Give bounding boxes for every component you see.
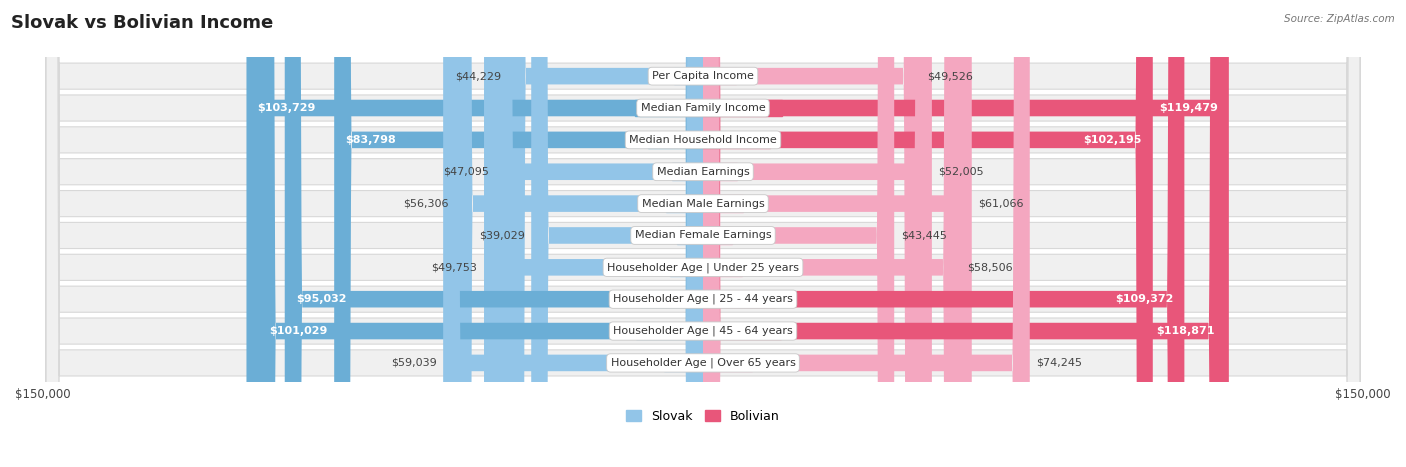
Text: $119,479: $119,479 xyxy=(1159,103,1218,113)
FancyBboxPatch shape xyxy=(335,0,703,467)
FancyBboxPatch shape xyxy=(46,0,1360,467)
Text: $83,798: $83,798 xyxy=(346,135,396,145)
Bar xyxy=(703,132,770,148)
Bar xyxy=(664,354,703,371)
Text: Median Family Income: Median Family Income xyxy=(641,103,765,113)
Text: $95,032: $95,032 xyxy=(295,294,346,304)
Bar xyxy=(703,227,731,244)
FancyBboxPatch shape xyxy=(496,0,703,467)
Bar xyxy=(640,291,703,307)
Text: $47,095: $47,095 xyxy=(443,167,489,177)
FancyBboxPatch shape xyxy=(703,0,932,467)
Text: $49,753: $49,753 xyxy=(432,262,478,272)
Bar xyxy=(703,100,782,116)
FancyBboxPatch shape xyxy=(703,0,1226,467)
Text: Householder Age | 25 - 44 years: Householder Age | 25 - 44 years xyxy=(613,294,793,304)
Text: $39,029: $39,029 xyxy=(479,230,524,241)
FancyBboxPatch shape xyxy=(259,0,703,467)
Bar xyxy=(703,195,744,212)
Text: $58,506: $58,506 xyxy=(967,262,1012,272)
FancyBboxPatch shape xyxy=(509,0,703,467)
Text: $56,306: $56,306 xyxy=(404,198,449,209)
Legend: Slovak, Bolivian: Slovak, Bolivian xyxy=(621,405,785,428)
FancyBboxPatch shape xyxy=(46,0,1360,467)
Text: Median Household Income: Median Household Income xyxy=(628,135,778,145)
Text: Householder Age | 45 - 64 years: Householder Age | 45 - 64 years xyxy=(613,326,793,336)
Text: Median Earnings: Median Earnings xyxy=(657,167,749,177)
Bar xyxy=(703,259,741,276)
Bar xyxy=(703,323,782,340)
FancyBboxPatch shape xyxy=(531,0,703,467)
FancyBboxPatch shape xyxy=(46,0,1360,467)
Text: Source: ZipAtlas.com: Source: ZipAtlas.com xyxy=(1284,14,1395,24)
FancyBboxPatch shape xyxy=(703,0,972,467)
Bar xyxy=(648,132,703,148)
FancyBboxPatch shape xyxy=(46,0,1360,467)
Text: $103,729: $103,729 xyxy=(257,103,316,113)
Text: $59,039: $59,039 xyxy=(391,358,436,368)
Bar xyxy=(637,323,703,340)
FancyBboxPatch shape xyxy=(484,0,703,467)
FancyBboxPatch shape xyxy=(703,0,894,467)
Bar xyxy=(666,195,703,212)
Text: $44,229: $44,229 xyxy=(456,71,502,81)
Text: Median Female Earnings: Median Female Earnings xyxy=(634,230,772,241)
Bar xyxy=(703,354,752,371)
FancyBboxPatch shape xyxy=(285,0,703,467)
FancyBboxPatch shape xyxy=(46,0,1360,467)
Bar xyxy=(671,259,703,276)
FancyBboxPatch shape xyxy=(703,0,1229,467)
Bar xyxy=(703,291,775,307)
Text: $74,245: $74,245 xyxy=(1036,358,1083,368)
Text: Median Male Earnings: Median Male Earnings xyxy=(641,198,765,209)
FancyBboxPatch shape xyxy=(703,0,1184,467)
Bar xyxy=(703,163,737,180)
Text: Householder Age | Under 25 years: Householder Age | Under 25 years xyxy=(607,262,799,273)
FancyBboxPatch shape xyxy=(703,0,960,467)
Text: $109,372: $109,372 xyxy=(1115,294,1174,304)
Text: Householder Age | Over 65 years: Householder Age | Over 65 years xyxy=(610,358,796,368)
Text: $101,029: $101,029 xyxy=(270,326,328,336)
FancyBboxPatch shape xyxy=(703,0,1029,467)
Text: $61,066: $61,066 xyxy=(979,198,1024,209)
Text: $43,445: $43,445 xyxy=(901,230,946,241)
Text: $49,526: $49,526 xyxy=(928,71,973,81)
FancyBboxPatch shape xyxy=(46,0,1360,467)
Bar xyxy=(672,163,703,180)
FancyBboxPatch shape xyxy=(46,0,1360,467)
Bar xyxy=(703,68,735,85)
Text: Per Capita Income: Per Capita Income xyxy=(652,71,754,81)
FancyBboxPatch shape xyxy=(703,0,921,467)
Text: $102,195: $102,195 xyxy=(1084,135,1142,145)
Bar xyxy=(634,100,703,116)
FancyBboxPatch shape xyxy=(46,0,1360,467)
Text: $52,005: $52,005 xyxy=(938,167,984,177)
Bar xyxy=(673,68,703,85)
Text: Slovak vs Bolivian Income: Slovak vs Bolivian Income xyxy=(11,14,274,32)
FancyBboxPatch shape xyxy=(46,0,1360,467)
FancyBboxPatch shape xyxy=(456,0,703,467)
FancyBboxPatch shape xyxy=(246,0,703,467)
Bar xyxy=(678,227,703,244)
FancyBboxPatch shape xyxy=(46,0,1360,467)
FancyBboxPatch shape xyxy=(703,0,1153,467)
FancyBboxPatch shape xyxy=(443,0,703,467)
Text: $118,871: $118,871 xyxy=(1157,326,1215,336)
